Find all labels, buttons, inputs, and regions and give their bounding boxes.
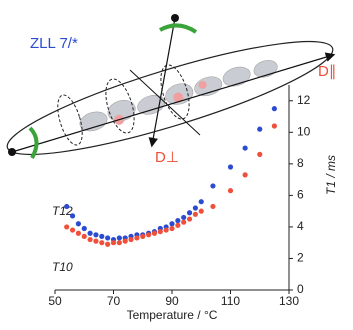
y-axis-label: T1 / ms bbox=[324, 155, 338, 195]
data-point bbox=[151, 230, 158, 236]
data-point bbox=[110, 240, 117, 246]
data-point bbox=[99, 240, 105, 246]
data-point bbox=[169, 225, 175, 232]
x-tick-label: 70 bbox=[107, 294, 121, 308]
data-point bbox=[81, 233, 87, 239]
data-point bbox=[242, 172, 248, 178]
x-tick-label: 50 bbox=[48, 294, 62, 308]
y-tick-label: 6 bbox=[297, 188, 304, 202]
y-tick-label: 12 bbox=[297, 93, 311, 107]
data-point bbox=[227, 188, 234, 194]
data-point bbox=[128, 236, 134, 243]
x-axis-label: Temperature / °C bbox=[127, 308, 218, 322]
molecule-illustration bbox=[6, 14, 336, 159]
data-point bbox=[87, 230, 93, 236]
data-point bbox=[198, 199, 204, 205]
data-point bbox=[64, 203, 70, 210]
data-point bbox=[242, 145, 248, 151]
data-point bbox=[75, 230, 81, 236]
x-tick-label: 130 bbox=[279, 294, 299, 308]
data-point bbox=[210, 183, 216, 189]
data-point bbox=[81, 225, 87, 232]
series-label: T10 bbox=[52, 260, 73, 274]
data-point bbox=[64, 224, 70, 230]
data-point bbox=[69, 213, 76, 219]
data-point bbox=[116, 240, 122, 246]
data-point bbox=[93, 238, 99, 244]
data-point bbox=[257, 151, 263, 157]
y-tick-label: 8 bbox=[297, 156, 304, 170]
data-point bbox=[192, 211, 198, 217]
compound-label: ZLL 7/* bbox=[30, 35, 78, 52]
data-point bbox=[105, 241, 111, 247]
y-tick-label: 4 bbox=[297, 219, 304, 233]
data-point bbox=[134, 235, 140, 241]
data-point bbox=[181, 219, 187, 225]
data-point bbox=[87, 236, 93, 243]
data-point bbox=[198, 208, 204, 214]
data-point bbox=[186, 210, 193, 216]
data-point bbox=[271, 123, 277, 129]
data-point bbox=[105, 235, 111, 241]
data-point bbox=[271, 106, 277, 112]
data-point bbox=[116, 235, 122, 241]
perpendicular-label: D⊥ bbox=[155, 149, 179, 166]
data-point bbox=[257, 126, 263, 132]
y-tick-label: 10 bbox=[297, 124, 311, 138]
data-point bbox=[227, 164, 234, 170]
data-point bbox=[93, 232, 99, 238]
series-label: T12 bbox=[52, 204, 73, 218]
x-tick-label: 90 bbox=[165, 294, 179, 308]
data-point bbox=[146, 232, 152, 238]
data-point bbox=[169, 221, 175, 227]
data-point bbox=[192, 205, 198, 211]
data-point bbox=[186, 216, 193, 222]
data-point bbox=[75, 221, 81, 227]
data-point bbox=[69, 227, 76, 233]
data-point bbox=[181, 214, 187, 221]
data-point bbox=[175, 218, 181, 224]
y-tick-label: 2 bbox=[297, 251, 304, 265]
data-point bbox=[210, 203, 216, 210]
data-point bbox=[163, 227, 169, 233]
x-tick-label: 110 bbox=[221, 294, 240, 308]
data-point bbox=[175, 222, 181, 228]
y-tick-label: 0 bbox=[297, 282, 304, 296]
data-point bbox=[99, 233, 105, 239]
data-point bbox=[157, 229, 163, 235]
data-point bbox=[140, 233, 146, 239]
parallel-label: D∥ bbox=[318, 63, 336, 80]
data-point bbox=[122, 238, 128, 244]
